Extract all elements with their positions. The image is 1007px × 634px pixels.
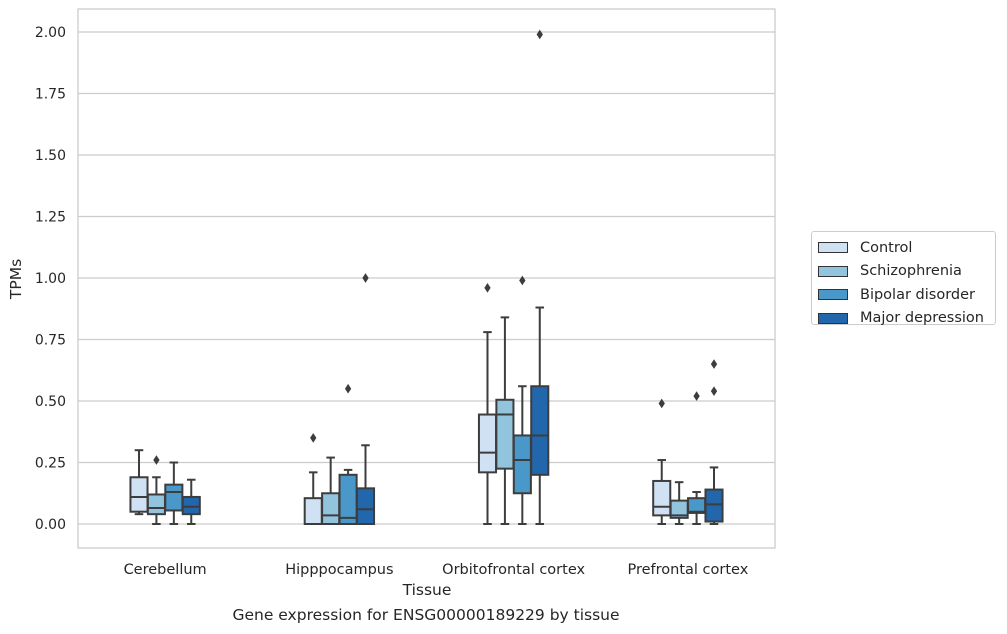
outlier-point [710, 386, 718, 396]
x-tick-label: Prefrontal cortex [627, 562, 748, 578]
y-axis-ticks: 0.00 0.25 0.50 0.75 1.00 1.25 1.50 1.75 2.00 [35, 25, 66, 533]
box [652, 479, 672, 517]
outlier-point [344, 383, 352, 394]
legend-item: Bipolar disorder [818, 283, 995, 307]
y-tick-label: 0.25 [35, 456, 66, 472]
outlier-point [484, 283, 491, 293]
box [512, 434, 532, 495]
box [303, 497, 323, 526]
legend-item: Control [818, 236, 995, 260]
outlier-point [310, 433, 317, 443]
gridlines [78, 31, 775, 525]
outlier-point [693, 391, 700, 401]
box [338, 473, 358, 525]
box [704, 488, 724, 523]
y-tick-label: 1.75 [35, 87, 66, 103]
legend-label: Bipolar disorder [860, 286, 975, 303]
y-tick-label: 1.50 [35, 148, 66, 164]
outlier-point [710, 359, 718, 369]
box [477, 413, 498, 474]
y-tick-label: 1.25 [35, 210, 66, 226]
box-series-group [129, 29, 724, 526]
y-tick-label: 0.50 [35, 394, 66, 410]
box [164, 483, 184, 512]
plot-frame [77, 8, 776, 549]
x-tick-label: Orbitofrontal cortex [442, 562, 585, 578]
x-tick-label: Hipppocampus [285, 562, 393, 578]
box [355, 487, 376, 525]
box [146, 493, 166, 516]
box [530, 385, 550, 476]
x-axis-label: Tissue [402, 581, 452, 599]
outlier-point [153, 455, 160, 465]
legend: Control Schizophrenia Bipolar disorder Majo… [811, 231, 996, 326]
legend-swatch [818, 289, 848, 301]
box [181, 495, 201, 516]
outlier-point [658, 398, 665, 409]
outlier-point [362, 273, 369, 283]
box [495, 398, 515, 470]
outlier-point [536, 29, 543, 40]
box [321, 492, 341, 525]
y-tick-label: 1.00 [35, 271, 66, 287]
x-tick-label: Cerebellum [124, 562, 207, 578]
legend-swatch [818, 312, 848, 324]
legend-label: Control [860, 239, 913, 256]
y-axis-label: TPMs [7, 259, 25, 300]
legend-label: Major depression [860, 310, 984, 327]
legend-swatch [818, 265, 848, 277]
legend-label: Schizophrenia [860, 263, 962, 280]
legend-item: Major depression [818, 307, 995, 331]
y-tick-label: 0.00 [35, 517, 66, 533]
legend-item: Schizophrenia [818, 260, 995, 284]
y-tick-label: 0.75 [35, 333, 66, 349]
figure-caption: Gene expression for ENSG00000189229 by t… [232, 606, 620, 624]
y-tick-label: 2.00 [35, 25, 66, 41]
box [129, 476, 149, 513]
legend-swatch [818, 242, 848, 254]
outlier-point [519, 275, 526, 286]
x-axis-ticks: Cerebellum Hipppocampus Orbitofrontal cort… [124, 562, 749, 578]
